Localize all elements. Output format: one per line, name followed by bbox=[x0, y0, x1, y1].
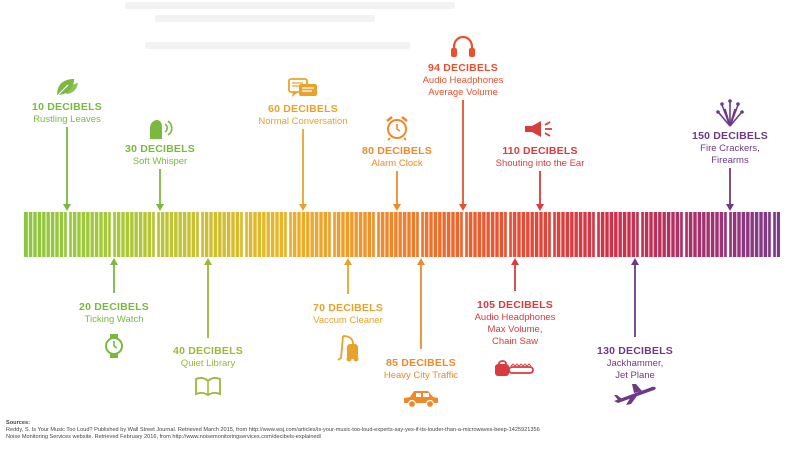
decibel-value: 80 DECIBELS bbox=[362, 145, 432, 157]
whisper-icon bbox=[146, 117, 174, 146]
faint-header-text bbox=[125, 2, 455, 9]
sound-source: Chain Saw bbox=[492, 336, 538, 347]
level-label-30: 30 DECIBELS Soft Whisper bbox=[125, 143, 195, 168]
level-arrow-10 bbox=[63, 127, 71, 211]
megaphone-icon bbox=[524, 118, 556, 145]
sound-source: Audio Headphones bbox=[422, 75, 504, 86]
source-line: Noise Monitoring Services website. Retri… bbox=[6, 434, 322, 440]
chat-bubbles-icon bbox=[288, 78, 318, 105]
sound-source: Audio Headphones bbox=[474, 312, 556, 323]
decibel-value: 85 DECIBELS bbox=[386, 357, 456, 369]
book-icon bbox=[194, 376, 222, 401]
sound-source: Normal Conversation bbox=[258, 116, 348, 127]
sound-source: Ticking Watch bbox=[84, 314, 144, 325]
level-label-20: 20 DECIBELS Ticking Watch bbox=[79, 301, 149, 326]
scale-ticks bbox=[27, 212, 777, 257]
decibel-value: 70 DECIBELS bbox=[313, 302, 383, 314]
sound-source: Fire Crackers, bbox=[700, 143, 760, 154]
decibel-value: 10 DECIBELS bbox=[32, 101, 102, 113]
level-label-10: 10 DECIBELS Rustling Leaves bbox=[32, 101, 102, 126]
level-arrow-105 bbox=[511, 258, 519, 291]
decibel-value: 150 DECIBELS bbox=[692, 130, 768, 142]
level-arrow-30 bbox=[156, 169, 164, 211]
source-line: Reddy, S. Is Your Music Too Loud? Publis… bbox=[6, 427, 540, 433]
faint-header-text bbox=[155, 15, 375, 22]
sound-source: Shouting into the Ear bbox=[495, 158, 585, 169]
level-label-150: 150 DECIBELS Fire Crackers, Firearms bbox=[692, 130, 768, 167]
level-arrow-80 bbox=[393, 171, 401, 211]
sound-source: Jet Plane bbox=[615, 370, 655, 381]
level-label-94: 94 DECIBELS Audio Headphones Average Volum… bbox=[423, 62, 504, 99]
level-label-40: 40 DECIBELS Quiet Library bbox=[173, 345, 243, 370]
headphones-icon bbox=[450, 35, 476, 64]
level-arrow-70 bbox=[344, 258, 352, 294]
level-arrow-85 bbox=[417, 258, 425, 349]
level-label-70: 70 DECIBELS Vaccum Cleaner bbox=[313, 302, 383, 327]
sound-source: Alarm Clock bbox=[371, 158, 423, 169]
decibel-value: 40 DECIBELS bbox=[173, 345, 243, 357]
chainsaw-icon bbox=[494, 360, 536, 385]
sound-source: Heavy City Traffic bbox=[383, 370, 459, 381]
decibel-value: 94 DECIBELS bbox=[428, 62, 498, 74]
jet-plane-icon bbox=[612, 381, 658, 412]
level-arrow-60 bbox=[299, 129, 307, 211]
sound-source: Jackhammer, bbox=[606, 358, 664, 369]
decibel-value: 20 DECIBELS bbox=[79, 301, 149, 313]
sound-source: Vaccum Cleaner bbox=[313, 315, 383, 326]
watch-icon bbox=[105, 334, 123, 363]
faint-header-text bbox=[145, 42, 410, 49]
level-label-130: 130 DECIBELS Jackhammer, Jet Plane bbox=[597, 345, 673, 382]
sound-source: Rustling Leaves bbox=[33, 114, 101, 125]
level-arrow-40 bbox=[204, 258, 212, 338]
level-arrow-20 bbox=[110, 258, 118, 293]
level-arrow-150 bbox=[726, 168, 734, 211]
level-label-80: 80 DECIBELS Alarm Clock bbox=[362, 145, 432, 170]
level-arrow-130 bbox=[631, 258, 639, 337]
vacuum-icon bbox=[337, 334, 359, 367]
decibel-value: 110 DECIBELS bbox=[502, 145, 578, 157]
level-label-85: 85 DECIBELS Heavy City Traffic bbox=[384, 357, 458, 382]
decibel-value: 105 DECIBELS bbox=[477, 299, 553, 311]
alarm-clock-icon bbox=[384, 115, 410, 146]
sound-source: Soft Whisper bbox=[132, 156, 188, 167]
sources-heading: Sources: bbox=[6, 420, 30, 426]
sound-source: Max Volume, bbox=[487, 324, 543, 335]
decibel-value: 30 DECIBELS bbox=[125, 143, 195, 155]
level-label-60: 60 DECIBELS Normal Conversation bbox=[258, 103, 347, 128]
sources-block: Sources: Reddy, S. Is Your Music Too Lou… bbox=[6, 420, 796, 441]
sound-source: Firearms bbox=[711, 155, 749, 166]
decibel-value: 60 DECIBELS bbox=[268, 103, 338, 115]
leaf-icon bbox=[54, 76, 80, 103]
level-label-110: 110 DECIBELS Shouting into the Ear bbox=[496, 145, 585, 170]
level-arrow-94 bbox=[459, 100, 467, 211]
decibel-value: 130 DECIBELS bbox=[597, 345, 673, 357]
level-arrow-110 bbox=[536, 171, 544, 211]
fireworks-icon bbox=[715, 99, 745, 134]
car-icon bbox=[401, 388, 441, 415]
sound-source: Average Volume bbox=[428, 87, 498, 98]
sound-source: Quiet Library bbox=[180, 358, 236, 369]
level-label-105: 105 DECIBELS Audio Headphones Max Volume, C… bbox=[475, 299, 556, 348]
